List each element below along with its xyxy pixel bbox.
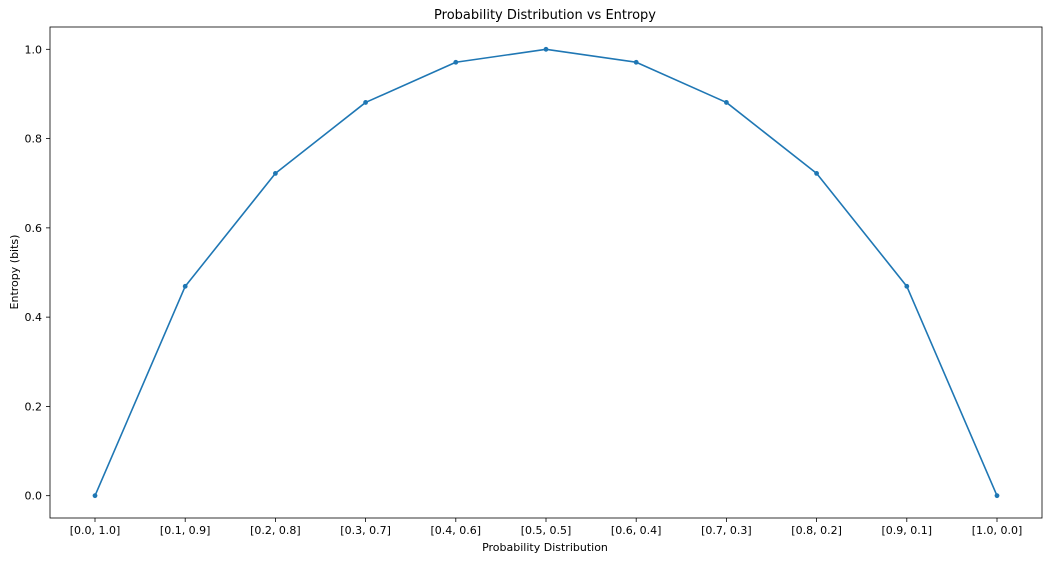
x-axis: [0.0, 1.0] [0.1, 0.9] [0.2, 0.8] [0.3, 0.7]… bbox=[70, 518, 1023, 537]
data-point bbox=[182, 283, 188, 289]
y-axis-label: Entropy (bits) bbox=[8, 235, 21, 310]
data-point bbox=[633, 59, 639, 65]
x-tick-label: [0.5, 0.5] bbox=[521, 524, 572, 537]
y-tick-label: 1.0 bbox=[25, 43, 43, 56]
x-tick-label: [1.0, 0.0] bbox=[972, 524, 1023, 537]
y-tick-label: 0.4 bbox=[25, 311, 43, 324]
x-tick-label: [0.7, 0.3] bbox=[701, 524, 752, 537]
data-point bbox=[453, 59, 459, 65]
x-tick-label: [0.6, 0.4] bbox=[611, 524, 662, 537]
x-tick-label: [0.3, 0.7] bbox=[340, 524, 391, 537]
x-tick-label: [0.2, 0.8] bbox=[250, 524, 301, 537]
x-tick-label: [0.9, 0.1] bbox=[882, 524, 933, 537]
data-point bbox=[543, 46, 549, 52]
x-axis-label: Probability Distribution bbox=[482, 541, 608, 554]
series-layer bbox=[92, 46, 1000, 499]
data-point bbox=[904, 283, 910, 289]
x-tick-label: [0.0, 1.0] bbox=[70, 524, 121, 537]
data-point bbox=[994, 493, 1000, 499]
data-point bbox=[273, 171, 278, 176]
y-axis: 0.0 0.2 0.4 0.6 0.8 1.0 bbox=[25, 43, 50, 503]
y-tick-label: 0.8 bbox=[25, 133, 43, 146]
x-tick-label: [0.1, 0.9] bbox=[160, 524, 211, 537]
chart-title: Probability Distribution vs Entropy bbox=[434, 8, 656, 23]
x-tick-label: [0.8, 0.2] bbox=[791, 524, 842, 537]
data-point bbox=[724, 100, 729, 105]
plot-area: 0.00.20.40.60.81.0 [0.0, 1.0] [0.1, 0.9][… bbox=[25, 26, 1043, 537]
data-point bbox=[814, 171, 819, 176]
y-tick-label: 0.2 bbox=[25, 400, 43, 413]
data-point bbox=[92, 493, 98, 499]
x-tick-label: [0.4, 0.6] bbox=[431, 524, 482, 537]
data-point bbox=[363, 100, 368, 105]
y-tick-label: 0.6 bbox=[25, 222, 43, 235]
y-tick-label: 0.0 bbox=[25, 490, 43, 503]
